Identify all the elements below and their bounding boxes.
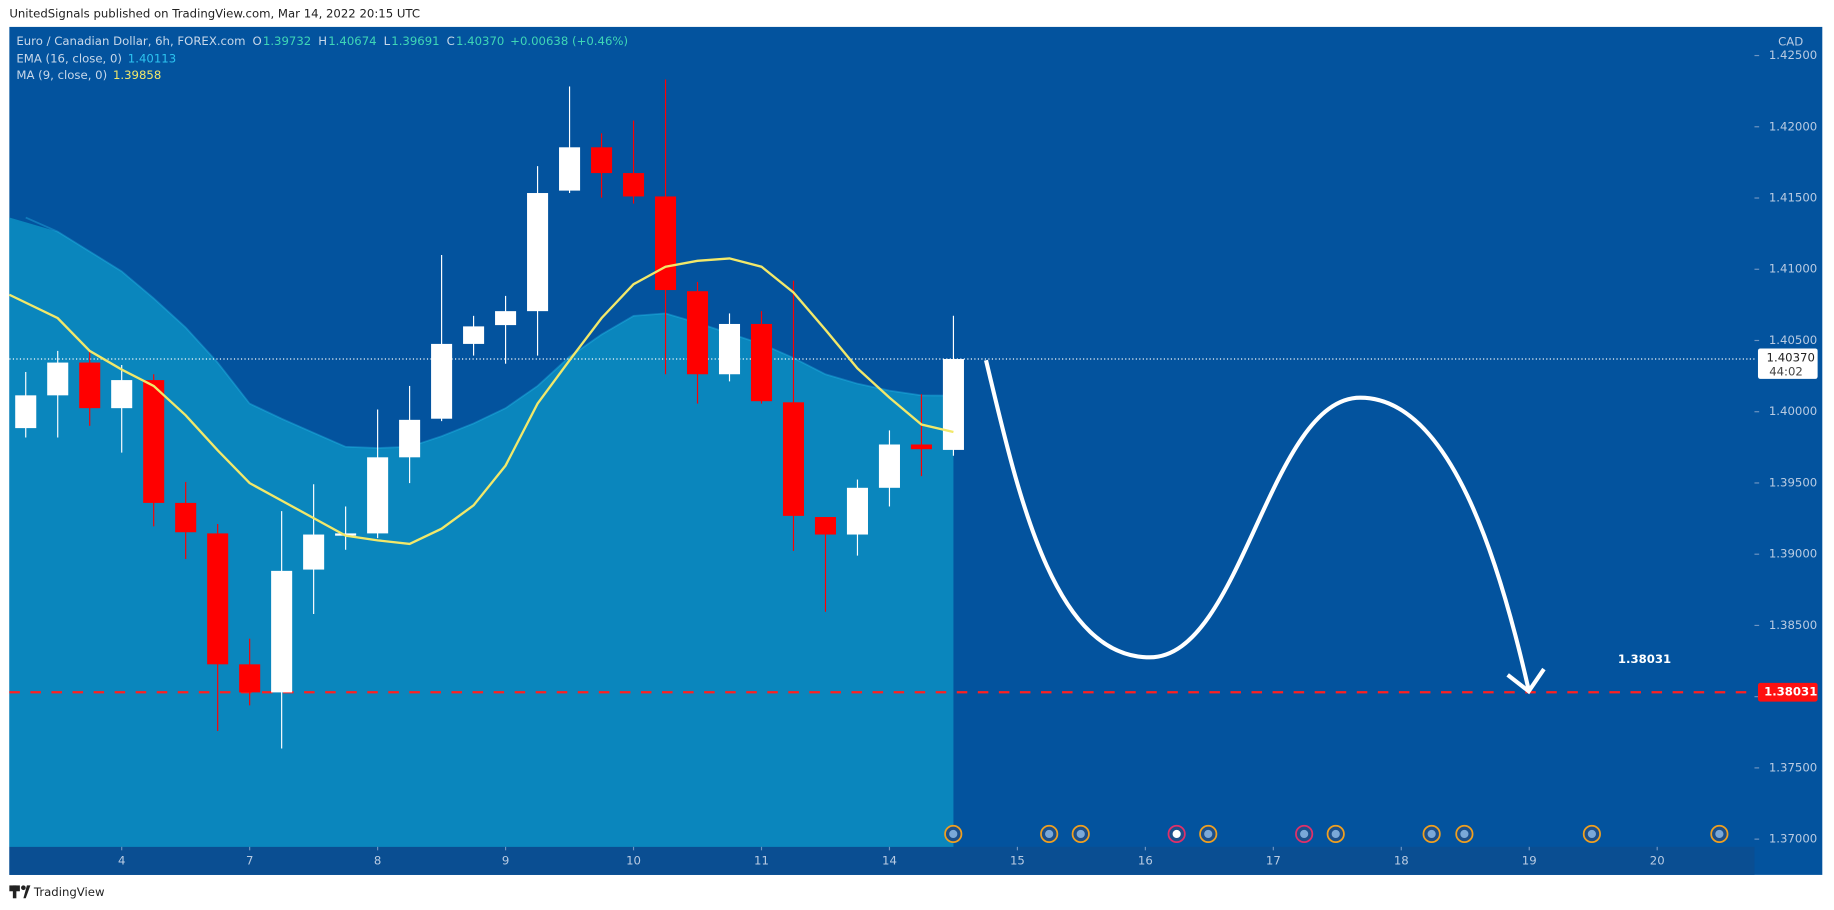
brand-name: TradingView (33, 885, 105, 899)
candle-body (239, 664, 261, 693)
candle-body (463, 326, 485, 344)
legend-item: +0.00638 (+0.46%) (510, 33, 628, 47)
y-tick-label: 1.39500 (1769, 475, 1817, 489)
x-tick-label: 20 (1650, 853, 1665, 867)
x-tick-label: 8 (374, 853, 381, 867)
event-icon-core (1427, 829, 1436, 839)
legend-item: C (447, 33, 455, 47)
target-box (1757, 682, 1818, 702)
candle-body (878, 444, 900, 488)
legend-item: 1.40674 (328, 33, 376, 47)
event-icon-core (949, 829, 958, 839)
target-price-label: 1.38031 (1764, 685, 1817, 699)
x-tick-label: 15 (1010, 853, 1025, 867)
candle-body (271, 570, 293, 693)
candle-body (79, 362, 101, 409)
legend-item: 1.39691 (391, 33, 439, 47)
y-tick-label: 1.37500 (1769, 760, 1817, 774)
ma-line (8, 257, 954, 546)
x-tick-label: 7 (246, 853, 253, 867)
y-tick-label: 1.38500 (1769, 618, 1817, 632)
y-tick-label: 1.41500 (1769, 191, 1817, 205)
legend-item: MA (9, close, 0) (16, 67, 107, 81)
legend-item: EMA (16, close, 0) (16, 51, 122, 65)
event-icon-core (1300, 829, 1309, 839)
x-tick-label: 9 (502, 853, 509, 867)
currency-label: CAD (1778, 35, 1803, 49)
legend-item: 1.39858 (113, 67, 161, 81)
legend-item: L (384, 33, 391, 47)
countdown-label: 44:02 (1769, 364, 1803, 378)
candle-body (495, 311, 517, 326)
x-tick-label: 10 (626, 853, 641, 867)
candle-body (686, 291, 709, 375)
publisher-line: UnitedSignals published on TradingView.c… (9, 7, 420, 21)
candle-body (367, 457, 389, 534)
y-tick-label: 1.41000 (1769, 262, 1817, 276)
legend-item: 1.40370 (456, 33, 504, 47)
candle-body (655, 196, 677, 291)
candle-body (207, 533, 229, 665)
candle-body (718, 323, 741, 375)
x-tick-label: 11 (754, 853, 769, 867)
candle-body (942, 359, 964, 450)
x-tick-label: 19 (1522, 853, 1537, 867)
event-icon-core (1331, 829, 1340, 839)
time-axis-background (9, 846, 1755, 875)
x-tick-label: 18 (1394, 853, 1409, 867)
candle-body (750, 323, 773, 402)
legend-indicator-row: MA (9, close, 0) 1.39858 (16, 67, 161, 81)
candle-body (399, 419, 421, 458)
candle-body (527, 193, 549, 312)
event-icon-core (1045, 829, 1054, 839)
x-tick-label: 14 (882, 853, 897, 867)
event-icon-core (1172, 829, 1181, 839)
candle-body (623, 173, 645, 197)
x-tick-label: 4 (118, 853, 125, 867)
event-icon-core (1204, 829, 1213, 839)
candle-body (15, 395, 37, 429)
event-icon-core (1715, 829, 1724, 839)
legend-indicator-row: EMA (16, close, 0) 1.40113 (16, 51, 176, 65)
legend-item: 1.40113 (128, 51, 176, 65)
legend-item: 1.39732 (263, 33, 311, 47)
y-tick-label: 1.39000 (1769, 547, 1817, 561)
legend-title-row: Euro / Canadian Dollar, 6h, FOREX.com O1.… (16, 33, 628, 47)
y-tick-label: 1.42500 (1769, 48, 1817, 62)
last-price-box (1757, 348, 1818, 379)
candle-body (47, 362, 69, 396)
candle-body (846, 487, 868, 535)
plot: 1.370001.375001.380001.385001.390001.395… (8, 33, 1818, 867)
y-tick-label: 1.40500 (1769, 333, 1817, 347)
candle-body (111, 380, 133, 409)
candle-body (175, 502, 197, 533)
target-annotation: 1.38031 (1618, 652, 1671, 666)
event-icon-core (1587, 829, 1596, 839)
y-tick-label: 1.40000 (1769, 404, 1817, 418)
candle-body (559, 147, 581, 191)
brand-logo (9, 885, 31, 899)
forecast-curve (984, 359, 1531, 691)
candle-body (591, 147, 613, 174)
candle-body (814, 517, 837, 535)
event-icon-core (1460, 829, 1469, 839)
legend-item: Euro / Canadian Dollar, 6h, FOREX.com (16, 33, 245, 47)
x-tick-label: 17 (1266, 853, 1281, 867)
legend-item: O (253, 33, 262, 47)
candle-body (143, 380, 165, 503)
ema-line (25, 216, 954, 449)
candle-body (303, 534, 325, 570)
legend-item: H (318, 33, 327, 47)
candle-body (431, 343, 453, 419)
last-price-label: 1.40370 (1767, 350, 1815, 364)
y-tick-label: 1.37000 (1769, 832, 1817, 846)
candle-body (910, 444, 932, 450)
forecast-arrowhead (1506, 667, 1546, 695)
candle-body (782, 402, 805, 516)
event-icon-core (1076, 829, 1085, 839)
x-tick-label: 16 (1138, 853, 1153, 867)
y-tick-label: 1.42000 (1769, 119, 1817, 133)
